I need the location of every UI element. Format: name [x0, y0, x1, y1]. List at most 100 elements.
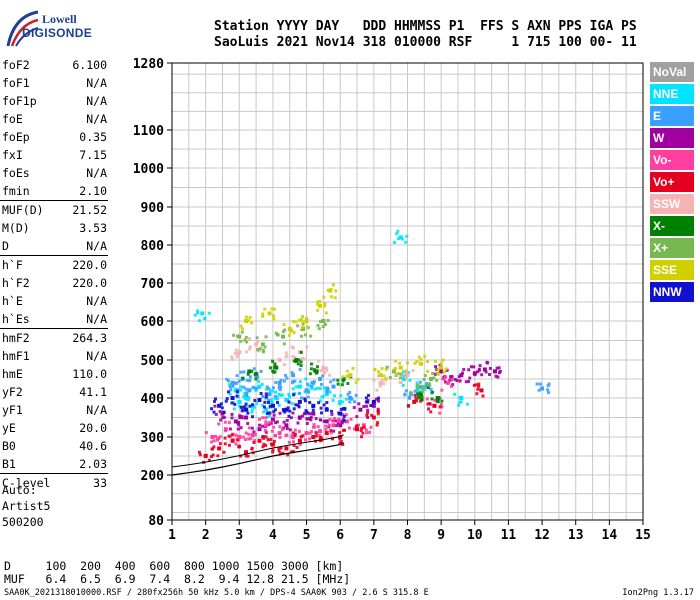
echo-speckle: [267, 423, 271, 427]
x-tick-label: 4: [269, 528, 277, 543]
echo-speckle: [260, 382, 264, 386]
echo-speckle: [352, 406, 356, 410]
echo-speckle: [425, 382, 429, 386]
echo-speckle: [286, 406, 290, 410]
echo-speckle: [284, 351, 288, 355]
param-label: fxI: [2, 148, 23, 162]
data-point-sse: [304, 319, 309, 323]
echo-speckle: [423, 374, 427, 378]
autoscaling-line2: Artist5: [2, 499, 51, 513]
param-row-mufd: MUF(D) 21.52: [0, 201, 166, 219]
echo-speckle: [398, 361, 402, 365]
echo-speckle: [366, 415, 370, 419]
echo-speckle: [450, 384, 454, 388]
echo-speckle: [348, 390, 352, 394]
data-point-w: [233, 419, 238, 424]
echo-speckle: [292, 407, 296, 411]
param-row-hmf1: hmF1 N/A: [0, 347, 166, 365]
echo-speckle: [289, 329, 293, 333]
echo-speckle: [245, 319, 249, 323]
header-labels: Station YYYY DAY DDD HHMMSS P1 FFS S AXN…: [214, 19, 637, 34]
legend-item-noval: NoVal: [650, 62, 694, 82]
x-tick-label: 8: [404, 528, 412, 543]
echo-speckle: [488, 366, 492, 370]
echo-speckle: [306, 326, 310, 330]
echo-speckle: [288, 395, 292, 399]
echo-speckle: [233, 402, 237, 406]
echo-speckle: [276, 397, 280, 401]
echo-speckle: [346, 382, 350, 386]
echo-speckle: [290, 402, 294, 406]
data-point-xplus: [429, 377, 434, 381]
echo-speckle: [307, 384, 311, 388]
echo-speckle: [486, 361, 490, 365]
echo-speckle: [216, 438, 220, 442]
echo-speckle: [538, 382, 542, 386]
data-point-ssw: [405, 373, 410, 378]
echo-speckle: [287, 400, 291, 404]
echo-speckle: [272, 439, 276, 443]
echo-speckle: [321, 374, 325, 378]
echo-speckle: [384, 367, 388, 371]
echo-speckle: [253, 398, 257, 402]
echo-speckle: [310, 430, 314, 434]
echo-speckle: [325, 390, 329, 394]
echo-speckle: [311, 408, 315, 412]
echo-speckle: [328, 390, 332, 394]
echo-speckle: [289, 416, 293, 420]
x-tick-label: 2: [202, 528, 210, 543]
echo-speckle: [279, 446, 283, 450]
echo-speckle: [232, 407, 236, 411]
echo-speckle: [298, 318, 302, 322]
echo-speckle: [461, 371, 465, 375]
echo-speckle: [250, 447, 254, 451]
echo-speckle: [362, 425, 366, 429]
echo-speckle: [494, 374, 498, 378]
echo-speckle: [264, 430, 268, 434]
param-row-he: h`E N/A: [0, 292, 166, 310]
echo-speckle: [439, 403, 443, 407]
echo-speckle: [218, 442, 222, 446]
echo-speckle: [266, 438, 270, 442]
echo-speckle: [296, 403, 300, 407]
echo-speckle: [210, 455, 214, 459]
echo-speckle: [441, 358, 445, 362]
echo-speckle: [239, 324, 243, 328]
data-point-nne: [297, 384, 302, 389]
data-point-e: [540, 386, 545, 391]
data-point-nne: [264, 407, 269, 412]
echo-speckle: [231, 333, 235, 337]
data-point-nnw: [257, 397, 262, 402]
echo-speckle: [434, 365, 438, 369]
param-value: N/A: [86, 349, 107, 363]
muf-table-distance-row: D 100 200 400 600 800 1000 1500 3000 [km…: [4, 559, 344, 573]
echo-speckle: [305, 417, 309, 421]
echo-speckle: [430, 397, 434, 401]
echo-speckle: [264, 420, 268, 424]
data-point-voplus: [284, 446, 289, 451]
echo-speckle: [281, 451, 285, 455]
param-value: N/A: [86, 403, 107, 417]
echo-speckle: [419, 399, 423, 403]
echo-speckle: [281, 407, 285, 411]
echo-speckle: [421, 390, 425, 394]
echo-speckle: [351, 366, 355, 370]
param-separator: [0, 200, 108, 201]
echo-speckle: [290, 450, 294, 454]
echo-speckle: [481, 394, 485, 398]
echo-speckle: [371, 401, 375, 405]
param-row-hes: h`Es N/A: [0, 310, 166, 328]
echo-speckle: [273, 362, 277, 366]
echo-speckle: [433, 359, 437, 363]
echo-speckle: [431, 371, 435, 375]
echo-speckle: [337, 418, 341, 422]
echo-speckle: [312, 369, 316, 373]
echo-speckle: [244, 437, 248, 441]
echo-speckle: [207, 311, 211, 315]
echo-speckle: [477, 368, 481, 372]
echo-speckle: [301, 322, 305, 326]
echo-speckle: [467, 368, 471, 372]
echo-speckle: [394, 367, 398, 371]
echo-speckle: [407, 395, 411, 399]
echo-speckle: [235, 374, 239, 378]
